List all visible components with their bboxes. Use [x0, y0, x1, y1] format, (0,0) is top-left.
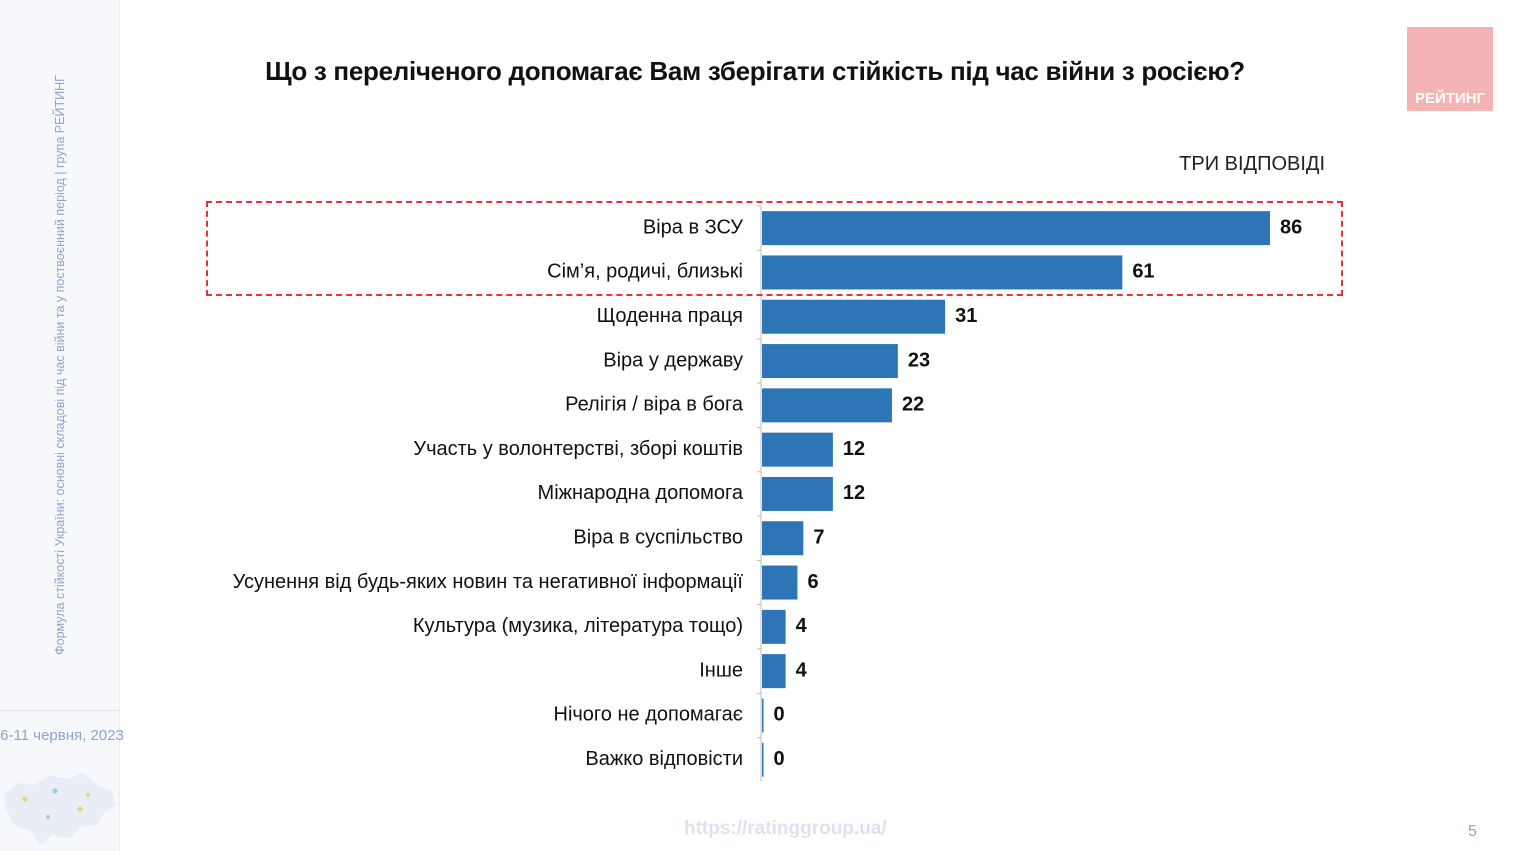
data-label: 22: [902, 394, 924, 416]
category-label: Участь у волонтерстві, зборі коштів: [413, 438, 743, 460]
bar: [762, 698, 764, 733]
rating-logo: РЕЙТИНГ: [1407, 27, 1493, 111]
bar: [762, 211, 1270, 246]
category-label: Важко відповісти: [585, 748, 743, 770]
category-label: Віра у державу: [603, 349, 743, 371]
bar: [762, 654, 786, 689]
bar: [762, 521, 804, 556]
category-label: Нічого не допомагає: [554, 704, 744, 726]
logo-text: РЕЙТИНГ: [1414, 90, 1486, 107]
data-label: 12: [843, 438, 865, 460]
highlight-box: [206, 201, 1343, 296]
page-number: 5: [1468, 823, 1477, 840]
bar: [762, 609, 786, 644]
data-label: 31: [955, 305, 977, 327]
bar: [762, 565, 798, 600]
data-label: 4: [796, 659, 808, 681]
footer-url[interactable]: https://ratinggroup.ua/: [684, 818, 887, 839]
bar: [762, 255, 1123, 290]
bar: [762, 742, 764, 777]
survey-date: 6-11 червня, 2023: [0, 727, 124, 744]
category-label: Релігія / віра в бога: [565, 394, 744, 416]
category-label: Культура (музика, література тощо): [413, 615, 743, 637]
category-label: Міжнародна допомога: [538, 482, 744, 504]
category-label: Інше: [699, 659, 743, 681]
data-label: 0: [774, 704, 785, 726]
category-label: Віра в суспільство: [573, 527, 743, 549]
chart-title: Що з переліченого допомагає Вам зберігат…: [265, 56, 1245, 86]
category-label: Щоденна праця: [597, 305, 743, 327]
data-label: 0: [774, 748, 785, 770]
data-label: 4: [796, 615, 808, 637]
data-label: 23: [908, 349, 930, 371]
category-label: Усунення від будь-яких новин та негативн…: [233, 571, 744, 593]
category-label: Сім’я, родичі, близькі: [547, 261, 743, 283]
data-label: 6: [807, 571, 818, 593]
data-label: 12: [843, 482, 865, 504]
bar: [762, 476, 833, 511]
sidebar-divider: [0, 710, 119, 711]
category-label: Віра в ЗСУ: [643, 216, 743, 238]
sidebar: Формула стійкості України: основні склад…: [0, 0, 124, 851]
data-label: 61: [1132, 261, 1154, 283]
bar: [762, 299, 946, 334]
bar: [762, 388, 892, 423]
chart-subtitle: ТРИ ВІДПОВІДІ: [1179, 153, 1325, 175]
bar: [762, 344, 898, 379]
data-label: 86: [1280, 216, 1302, 238]
data-label: 7: [813, 527, 824, 549]
ukraine-map-icon: [4, 773, 116, 845]
bar: [762, 432, 833, 467]
